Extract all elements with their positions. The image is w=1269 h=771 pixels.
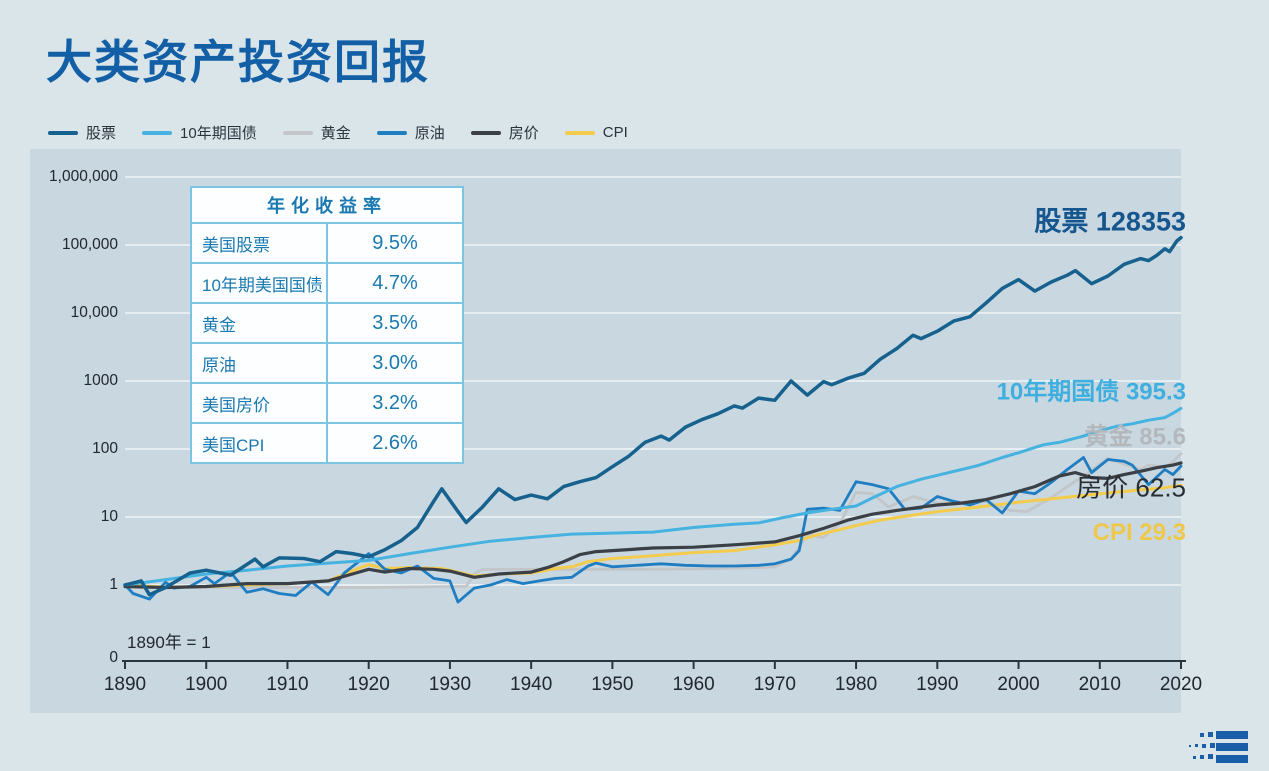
y-tick-label: 1,000,000 [49, 168, 118, 185]
legend-label: 原油 [414, 125, 445, 142]
x-tick-label: 1930 [428, 674, 472, 695]
table-row: 黄金 3.5% [190, 302, 464, 344]
legend-swatch-icon [48, 130, 78, 135]
y-tick-label: 10,000 [70, 304, 118, 321]
asset-name-cell: 美国股票 [190, 222, 328, 264]
end-label-房价: 房价 62.5 [1076, 472, 1186, 503]
page-title: 大类资产投资回报 [46, 36, 430, 88]
legend-item-房价: 房价 [470, 122, 539, 143]
end-label-股票: 股票 128353 [1034, 206, 1186, 237]
legend-label: 黄金 [320, 125, 351, 142]
annualized-return-cell: 4.7% [326, 262, 464, 304]
y-tick-label: 100,000 [61, 236, 118, 253]
legend-item-原油: 原油 [376, 122, 445, 143]
annualized-return-cell: 3.5% [326, 302, 464, 344]
table-row: 美国CPI 2.6% [190, 422, 464, 464]
legend-label: 房价 [508, 125, 539, 142]
legend-swatch-icon [564, 130, 595, 135]
chart-legend: 股票 10年期国债 黄金 原油 房价 CPI [48, 122, 628, 143]
annualized-return-cell: 3.2% [326, 382, 464, 424]
x-tick-label: 1940 [510, 674, 553, 695]
legend-label: 股票 [86, 125, 117, 142]
x-tick-label: 2020 [1159, 674, 1203, 695]
y-tick-label: 1 [109, 576, 118, 593]
base-year-annotation: 1890年 = 1 [127, 633, 211, 652]
x-tick-label: 1890 [103, 674, 147, 695]
x-tick-label: 1920 [347, 674, 390, 695]
x-tick-label: 2000 [997, 674, 1040, 695]
legend-item-10年期国债: 10年期国债 [142, 122, 257, 143]
legend-label: 10年期国债 [180, 125, 257, 142]
table-row: 美国股票 9.5% [190, 222, 464, 264]
eastmoney-logo [1189, 731, 1248, 763]
asset-name-cell: 美国CPI [190, 422, 328, 464]
annualized-return-cell: 2.6% [326, 422, 464, 464]
asset-name-cell: 美国房价 [190, 382, 328, 424]
end-label-10年期国债: 10年期国债 395.3 [996, 378, 1186, 406]
x-tick-label: 1990 [916, 674, 959, 695]
asset-name-cell: 原油 [190, 342, 328, 384]
x-tick-label: 1960 [672, 674, 715, 695]
end-label-CPI: CPI 29.3 [1092, 519, 1186, 546]
x-tick-label: 1970 [753, 674, 796, 695]
legend-label: CPI [602, 124, 628, 141]
legend-swatch-icon [376, 130, 407, 135]
legend-item-黄金: 黄金 [282, 122, 351, 143]
legend-swatch-icon [282, 130, 313, 135]
x-tick-label: 1910 [266, 674, 309, 695]
legend-swatch-icon [470, 130, 501, 135]
asset-name-cell: 10年期美国国债 [190, 262, 328, 304]
annualized-return-table: 年化收益率 美国股票 9.5% 10年期美国国债 4.7% 黄金 3.5% 原油 3.0% 美国… [190, 186, 464, 464]
y-tick-label: 0 [109, 649, 118, 666]
x-tick-label: 1980 [834, 674, 878, 695]
y-tick-label: 100 [92, 440, 118, 457]
table-row: 美国房价 3.2% [190, 382, 464, 424]
end-label-黄金: 黄金 85.6 [1084, 423, 1186, 451]
x-tick-label: 1900 [185, 674, 228, 695]
x-tick-label: 2010 [1078, 674, 1121, 695]
legend-item-股票: 股票 [48, 122, 116, 143]
y-tick-label: 10 [100, 508, 118, 525]
table-row: 10年期美国国债 4.7% [190, 262, 464, 304]
table-header: 年化收益率 [190, 186, 464, 224]
annualized-return-cell: 9.5% [326, 222, 464, 264]
annualized-return-cell: 3.0% [326, 342, 464, 384]
y-tick-label: 1000 [83, 372, 118, 389]
asset-name-cell: 黄金 [190, 302, 328, 344]
legend-item-CPI: CPI [564, 124, 628, 141]
table-row: 原油 3.0% [190, 342, 464, 384]
x-tick-label: 1950 [591, 674, 634, 695]
legend-swatch-icon [142, 130, 173, 135]
